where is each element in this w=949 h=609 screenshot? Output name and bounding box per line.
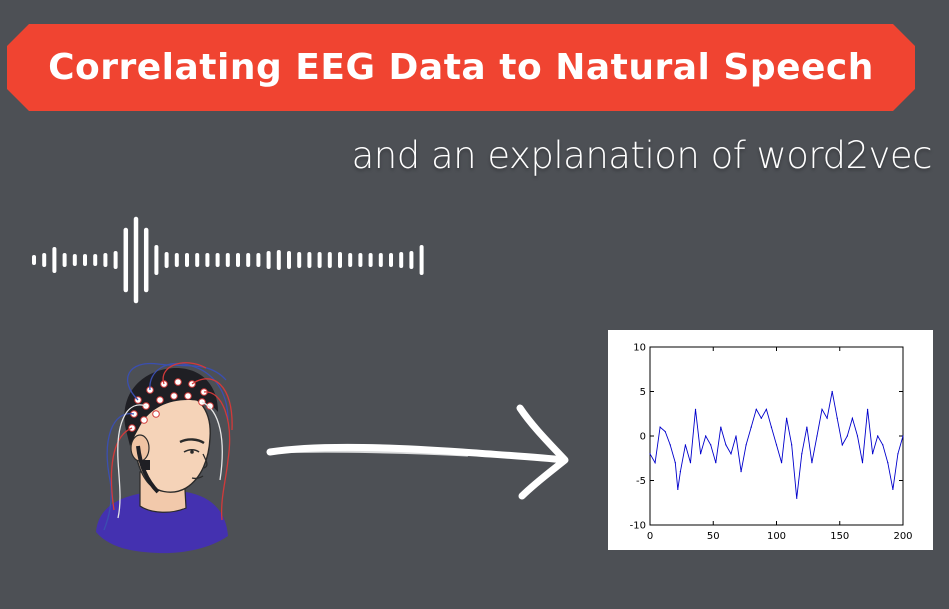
data-point xyxy=(677,488,679,490)
data-point xyxy=(877,435,879,437)
data-point xyxy=(770,426,773,428)
x-tick-label: 200 xyxy=(893,531,912,542)
data-point xyxy=(836,417,838,419)
data-point xyxy=(887,462,889,464)
y-tick-label: 0 xyxy=(640,432,646,443)
x-tick-label: 50 xyxy=(707,531,720,542)
data-point xyxy=(689,462,692,464)
data-point xyxy=(872,453,874,455)
y-tick-label: 10 xyxy=(633,343,646,354)
data-point xyxy=(745,444,747,446)
data-point xyxy=(851,417,853,419)
data-point xyxy=(846,435,848,437)
data-point xyxy=(791,444,793,446)
data-point xyxy=(841,444,843,446)
data-point xyxy=(816,435,818,437)
data-point xyxy=(669,444,671,446)
data-point xyxy=(664,430,666,433)
y-tick-label: 5 xyxy=(640,387,646,398)
x-tick-label: 100 xyxy=(767,531,786,542)
data-point xyxy=(806,426,808,428)
page-title: Correlating EEG Data to Natural Speech xyxy=(48,47,874,88)
data-point xyxy=(796,497,798,499)
data-point xyxy=(694,408,697,410)
data-point xyxy=(902,435,904,437)
data-point xyxy=(700,453,702,455)
data-point xyxy=(715,462,717,464)
data-point xyxy=(659,426,661,428)
data-point xyxy=(710,444,712,446)
x-tick-label: 0 xyxy=(647,531,653,542)
data-point xyxy=(780,462,783,464)
data-point xyxy=(821,408,823,410)
data-point xyxy=(826,417,828,419)
data-point xyxy=(897,453,899,455)
data-point xyxy=(720,426,722,428)
data-point xyxy=(861,462,864,464)
data-point xyxy=(786,417,788,419)
data-point xyxy=(684,444,687,446)
data-point xyxy=(882,444,884,446)
data-point xyxy=(740,471,742,473)
data-point xyxy=(654,462,656,464)
eeg-cap-head-illustration xyxy=(96,362,233,554)
audio-waveform-icon xyxy=(32,216,424,304)
series-line xyxy=(649,391,904,499)
data-point xyxy=(755,408,757,410)
hand-drawn-arrow-icon xyxy=(266,404,569,500)
data-point xyxy=(725,444,727,446)
title-banner: Correlating EEG Data to Natural Speech xyxy=(7,24,915,111)
y-tick-label: -5 xyxy=(636,476,646,487)
data-point xyxy=(679,471,681,473)
data-point xyxy=(730,453,732,455)
page-subtitle: and an explanation of word2vec xyxy=(351,134,933,177)
data-point xyxy=(735,435,737,437)
data-point xyxy=(750,426,752,428)
data-point xyxy=(831,390,833,393)
data-point xyxy=(765,408,767,410)
eeg-signal-chart: 0 50 100 150 200 10 5 0 -5 -10 xyxy=(608,330,933,550)
data-point xyxy=(649,453,651,455)
data-point xyxy=(856,435,859,437)
data-point xyxy=(811,462,813,464)
y-tick-label: -10 xyxy=(630,521,646,532)
data-point xyxy=(705,435,707,437)
data-point xyxy=(775,444,778,446)
data-point xyxy=(674,462,676,464)
x-tick-label: 150 xyxy=(830,531,849,542)
data-point xyxy=(801,453,803,455)
data-point xyxy=(866,408,869,410)
data-point xyxy=(760,417,762,419)
data-point xyxy=(892,488,894,490)
